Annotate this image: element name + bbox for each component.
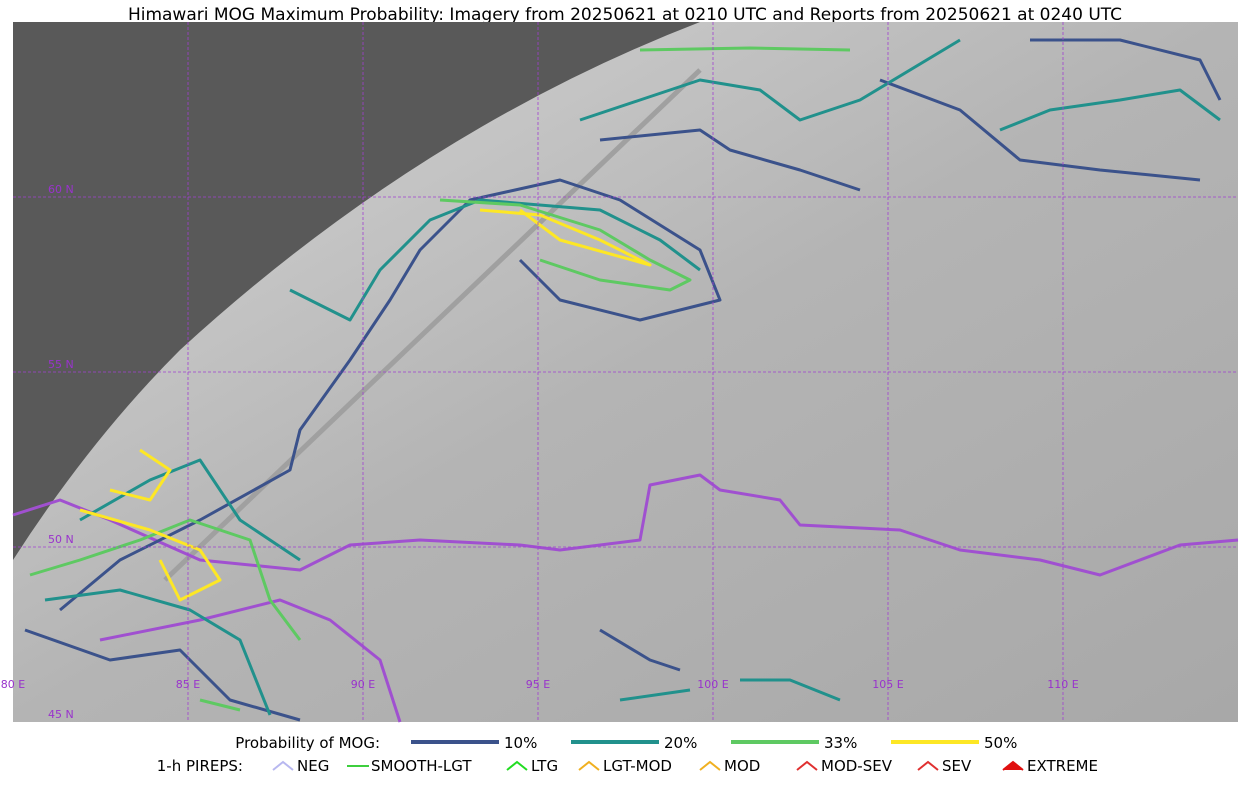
lon-label: 105 E	[872, 678, 903, 691]
legend-title: 1-h PIREPS:	[157, 757, 243, 775]
lon-label: 90 E	[351, 678, 375, 691]
lat-label: 45 N	[48, 708, 74, 721]
lat-label: 50 N	[48, 533, 74, 546]
lon-label: 95 E	[526, 678, 550, 691]
legend-label: NEG	[297, 757, 329, 775]
legend-label: LTG	[531, 757, 558, 775]
space-region	[13, 22, 700, 560]
legend-title: Probability of MOG:	[235, 734, 380, 752]
lon-label: 80 E	[1, 678, 25, 691]
lon-label: 110 E	[1047, 678, 1078, 691]
lon-label: 85 E	[176, 678, 200, 691]
legend-label: MOD	[724, 757, 760, 775]
legend-label: 20%	[664, 734, 697, 752]
graticule: 60 N 55 N 50 N 45 N 80 E 85 E 90 E 95 E 100 E 105…	[1, 22, 1238, 722]
title: Himawari MOG Maximum Probability: Imager…	[128, 5, 1122, 25]
legend-label: 33%	[824, 734, 857, 752]
legend-symbol	[578, 760, 600, 771]
border	[99, 598, 402, 723]
border	[12, 473, 1239, 577]
legend-label: LGT-MOD	[603, 757, 672, 775]
legend-label: MOD-SEV	[821, 757, 893, 775]
legend-label: 50%	[984, 734, 1017, 752]
legend-label: 10%	[504, 734, 537, 752]
legend-symbol	[699, 760, 721, 771]
legend-symbol	[272, 760, 294, 771]
scan-line	[163, 68, 702, 582]
lat-label: 60 N	[48, 183, 74, 196]
legend: Probability of MOG: 10% 20% 33% 50% 1-h PIREP…	[157, 734, 1098, 775]
legend-label: SMOOTH-LGT	[371, 757, 472, 775]
contours	[24, 38, 1222, 722]
legend-symbol	[1002, 760, 1024, 771]
legend-label: SEV	[942, 757, 972, 775]
lat-label: 55 N	[48, 358, 74, 371]
lon-label: 100 E	[697, 678, 728, 691]
legend-symbol	[917, 760, 939, 771]
legend-symbol	[506, 760, 528, 771]
legend-label: EXTREME	[1027, 757, 1098, 775]
legend-symbol	[796, 760, 818, 771]
